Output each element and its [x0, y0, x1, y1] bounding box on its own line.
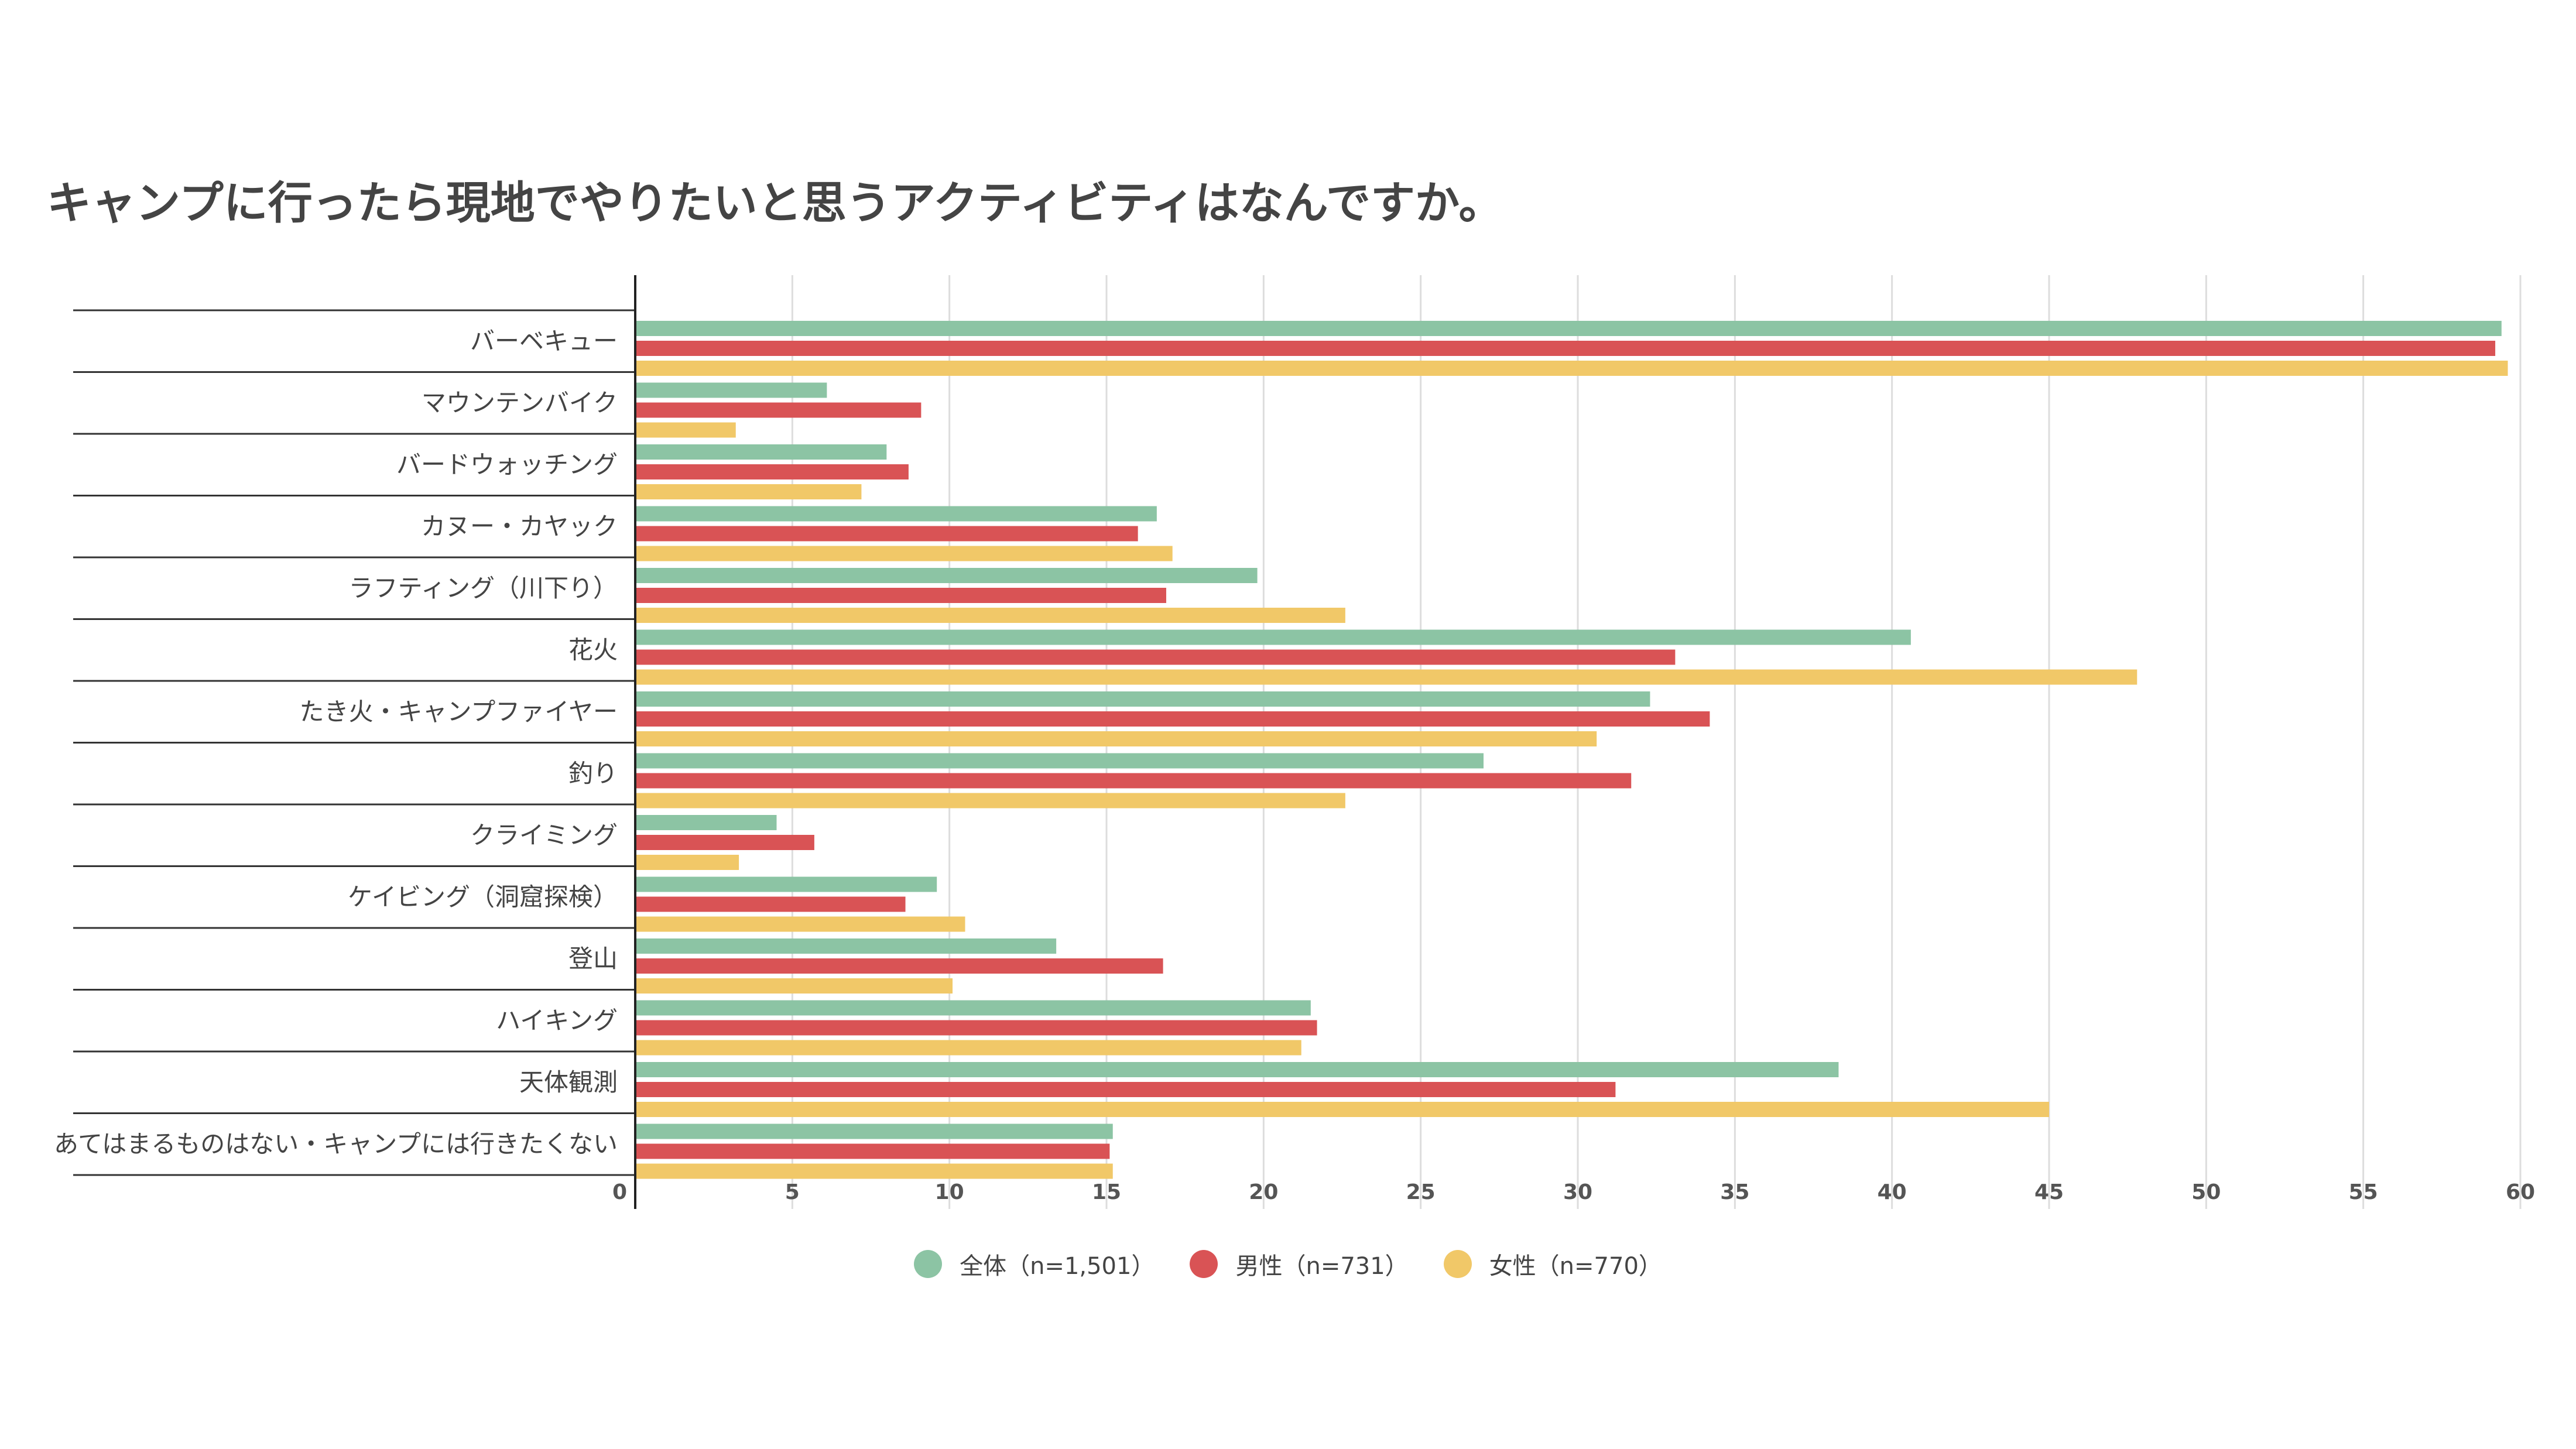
x-tick-label: 40: [1878, 1180, 1907, 1204]
bar-series-1: [635, 382, 827, 398]
category-label: 天体観測: [519, 1068, 618, 1097]
legend-item: 全体（n=1,501）: [914, 1247, 1155, 1281]
grid-lines: [73, 275, 2522, 1209]
legend: 全体（n=1,501） 男性（n=731） 女性（n=770）: [0, 1247, 2576, 1281]
category-label: 花火: [568, 635, 618, 664]
bar-series-2: [635, 526, 1138, 542]
legend-label: 男性（n=731）: [1235, 1253, 1409, 1280]
bar-series-1: [635, 321, 2502, 336]
x-tick-label: 30: [1563, 1180, 1592, 1204]
legend-item: 女性（n=770）: [1443, 1247, 1662, 1281]
bar-series-1: [635, 815, 777, 830]
bar-series-3: [635, 793, 1345, 809]
bar-series-2: [635, 1020, 1317, 1036]
bar-series-2: [635, 588, 1166, 603]
bar-series-1: [635, 938, 1057, 954]
bar-series-1: [635, 691, 1650, 707]
x-tick-labels: 0 5 10 15 20 25 30 35 40 45 50 55 60: [612, 1180, 2535, 1204]
x-tick-label: 45: [2034, 1180, 2064, 1204]
bar-series-2: [635, 835, 814, 850]
category-label: バーベキュー: [470, 327, 618, 355]
category-labels: バーベキューマウンテンバイクバードウォッチングカヌー・カヤックラフティング（川下…: [54, 327, 618, 1159]
category-label: バードウォッチング: [396, 450, 618, 479]
bar-series-1: [635, 1123, 1113, 1139]
x-tick-label: 50: [2191, 1180, 2221, 1204]
bar-series-1: [635, 753, 1484, 769]
bar-series-2: [635, 773, 1632, 789]
x-tick-label: 15: [1092, 1180, 1121, 1204]
category-label: ハイキング: [496, 1006, 618, 1034]
category-label: クライミング: [470, 821, 618, 849]
bar-series-2: [635, 711, 1710, 727]
bars: [635, 321, 2508, 1179]
bar-series-3: [635, 855, 739, 870]
bar-series-3: [635, 361, 2508, 376]
chart-title: キャンプに行ったら現地でやりたいと思うアクティビティはなんですか。: [47, 177, 1503, 229]
category-label: ラフティング（川下り）: [349, 574, 618, 602]
bar-series-1: [635, 876, 937, 892]
bar-series-2: [635, 464, 909, 479]
legend-label: 女性（n=770）: [1489, 1253, 1662, 1280]
bar-series-1: [635, 444, 887, 460]
legend-swatch: [914, 1250, 943, 1278]
category-label: マウンテンバイク: [422, 388, 618, 417]
bar-series-2: [635, 896, 906, 912]
legend-label: 全体（n=1,501）: [960, 1253, 1155, 1280]
legend-swatch: [1190, 1250, 1218, 1278]
x-tick-label: 55: [2349, 1180, 2378, 1204]
bar-series-2: [635, 649, 1676, 665]
bar-series-3: [635, 1040, 1301, 1056]
bar-series-2: [635, 1143, 1110, 1159]
bar-series-2: [635, 1082, 1616, 1097]
bar-series-3: [635, 546, 1173, 561]
legend-swatch: [1443, 1250, 1472, 1278]
bar-series-3: [635, 1102, 2049, 1117]
x-tick-label: 60: [2506, 1180, 2535, 1204]
category-label: ケイビング（洞窟探検）: [348, 882, 618, 911]
bar-series-2: [635, 958, 1163, 974]
category-label: あてはまるものはない・キャンプには行きたくない: [54, 1129, 618, 1158]
category-label: カヌー・カヤック: [421, 512, 618, 540]
x-tick-label: 20: [1249, 1180, 1278, 1204]
bar-series-1: [635, 506, 1157, 522]
bar-series-3: [635, 608, 1345, 623]
bar-series-3: [635, 669, 2137, 685]
bar-series-1: [635, 1000, 1311, 1016]
bar-series-2: [635, 341, 2496, 356]
legend-item: 男性（n=731）: [1190, 1247, 1409, 1281]
bar-series-1: [635, 629, 1911, 645]
category-label: たき火・キャンプファイヤー: [300, 697, 618, 726]
x-tick-label: 5: [785, 1180, 800, 1204]
bar-series-3: [635, 731, 1597, 746]
bar-series-3: [635, 422, 736, 438]
bar-series-2: [635, 402, 922, 418]
x-tick-label: 25: [1406, 1180, 1436, 1204]
x-tick-label: 10: [935, 1180, 964, 1204]
bar-series-3: [635, 978, 953, 994]
x-tick-label: 35: [1720, 1180, 1749, 1204]
bar-series-1: [635, 1062, 1839, 1077]
bar-series-3: [635, 916, 965, 932]
bar-series-3: [635, 1163, 1113, 1179]
bar-series-3: [635, 484, 862, 499]
category-label: 釣り: [568, 759, 618, 787]
category-label: 登山: [568, 944, 618, 973]
bar-series-1: [635, 568, 1258, 583]
x-tick-label: 0: [612, 1180, 627, 1204]
